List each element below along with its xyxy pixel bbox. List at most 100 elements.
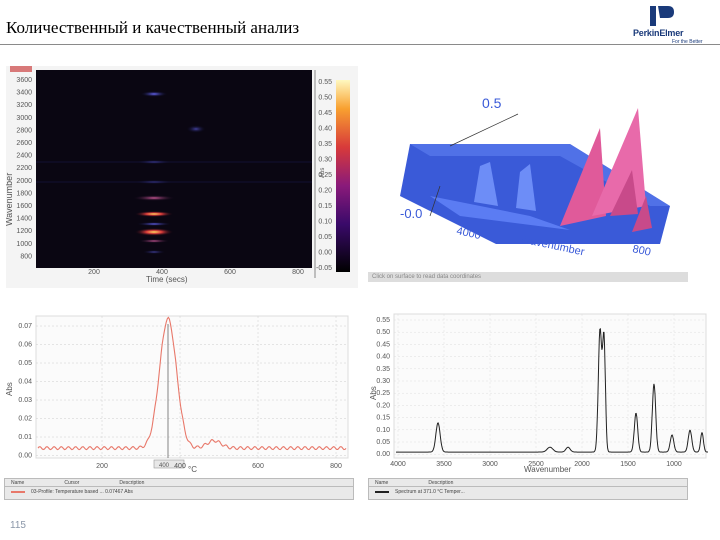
page-number: 115 [10, 520, 26, 531]
profile-y-tick: 0.00 [18, 453, 32, 460]
heatmap-y-tick: 2000 [16, 178, 32, 185]
spectrum-legend-row[interactable]: Spectrum at 371.0 °C Temper... [369, 487, 687, 497]
surface-axis-left: 4000 [455, 225, 481, 242]
colorbar-tick: 0.05 [318, 234, 332, 241]
heatmap-y-tick: 1800 [16, 190, 32, 197]
profile-plot-area[interactable] [35, 315, 349, 459]
spectrum-x-tick: 3500 [436, 461, 452, 468]
profile-y-tick: 0.07 [18, 323, 32, 330]
spectrum-y-tick: 0.10 [376, 427, 390, 434]
legend-header-cursor: Cursor [64, 479, 80, 486]
profile-y-tick: 0.04 [18, 379, 32, 386]
spectrum-x-tick: 1000 [666, 461, 682, 468]
colorbar-tick: 0.20 [318, 188, 332, 195]
heatmap-y-tick: 3200 [16, 102, 32, 109]
heatmap-y-tick: 3000 [16, 115, 32, 122]
spectrum-y-tick: 0.15 [376, 415, 390, 422]
heatmap-y-tick: 3400 [16, 90, 32, 97]
spectrum-curve [396, 328, 708, 453]
colorbar-tick: 0.35 [318, 141, 332, 148]
logo-tagline: For the Better [672, 39, 703, 45]
profile-panel: 400 Abs °C 0.07 0.06 0.05 0.04 0.03 0.02 0.01 0… [4, 310, 354, 474]
spectrum-x-tick: 1500 [620, 461, 636, 468]
colorbar-tick: 0.45 [318, 110, 332, 117]
heatmap-y-tick: 2200 [16, 165, 32, 172]
heatmap-y-tick: 2600 [16, 140, 32, 147]
slide-title: Количественный и качественный анализ [6, 18, 300, 37]
profile-xlabel: °C [188, 465, 197, 474]
colorbar-tick: 0.00 [318, 250, 332, 257]
profile-x-tick: 400 [174, 463, 186, 470]
profile-y-tick: 0.02 [18, 416, 32, 423]
legend-row-text: 03-Profile: Temperature based ... 0.0746… [31, 489, 133, 495]
colorbar-tick: 0.55 [318, 79, 332, 86]
profile-y-tick: 0.01 [18, 434, 32, 441]
heatmap-x-tick: 800 [292, 269, 304, 276]
spectrum-legend-header-description: Description [428, 479, 454, 486]
heatmap-x-ticks: 200 400 600 800 [88, 269, 304, 276]
spectrum-x-tick: 3000 [482, 461, 498, 468]
colorbar-tick: 0.40 [318, 126, 332, 133]
surface-axis-right: 800 [631, 243, 651, 259]
slide-header: Количественный и качественный анализ Per… [0, 0, 720, 52]
surface-peak-1 [560, 128, 606, 226]
colorbar-ticks: 0.55 0.50 0.45 0.40 0.35 0.30 0.25 0.20 0.15 0.10… [316, 79, 332, 272]
spectrum-legend-swatch [375, 491, 389, 493]
colorbar-tick: 0.50 [318, 95, 332, 102]
profile-x-tick: 200 [96, 463, 108, 470]
colorbar-tick: 0.25 [318, 172, 332, 179]
spectrum-svg[interactable]: Abs Wavenumber 0.550.500.450.400.350.300… [368, 310, 712, 474]
spectrum-legend-header-name: Name [375, 479, 389, 486]
profile-curve [37, 316, 347, 451]
spectrum-y-tick: 0.55 [376, 317, 390, 324]
legend-swatch [11, 491, 25, 493]
surface-svg[interactable]: 0.5 -0.0 4000 Wavenumber 800 [370, 66, 700, 272]
heatmap-y-tick: 3600 [16, 77, 32, 84]
profile-x-tick: 600 [252, 463, 264, 470]
header-divider [0, 44, 720, 45]
heatmap-y-tick: 1600 [16, 203, 32, 210]
spectrum-x-tick: 4000 [390, 461, 406, 468]
cursor-box[interactable] [153, 459, 185, 469]
heatmap-y-label: Wavenumber [6, 173, 14, 226]
heatmap-y-tick: 1400 [16, 216, 32, 223]
profile-svg[interactable]: 400 Abs °C 0.070.060.050.040.030.020.010… [4, 310, 354, 474]
spectrum-y-tick: 0.35 [376, 366, 390, 373]
spectrum-y-ticks: 0.55 0.50 0.45 0.40 0.35 0.30 0.25 0.20 0.15 0.10… [376, 317, 390, 458]
spectrum-y-tick: 0.00 [376, 451, 390, 458]
perkinelmer-logo-icon [650, 6, 674, 26]
spectrum-y-tick: 0.40 [376, 354, 390, 361]
heatmap-plot-area[interactable] [36, 70, 312, 268]
heatmap-x-label: Time (secs) [146, 275, 188, 284]
cursor-value: 400 [159, 463, 170, 469]
heatmap-panel: Wavenumber Time (secs) 200 400 600 800 3600… [4, 66, 358, 288]
surface-z-top: 0.5 [482, 95, 502, 111]
colorbar-tick: 0.10 [318, 219, 332, 226]
heatmap-y-tick: 2400 [16, 153, 32, 160]
spectrum-xlabel: Wavenumber [524, 465, 572, 474]
heatmap-y-tick: 1000 [16, 241, 32, 248]
spectrum-y-tick: 0.05 [376, 439, 390, 446]
surface-panel: 0.5 -0.0 4000 Wavenumber 800 [370, 66, 700, 272]
logo-brand: PerkinElmer [633, 28, 684, 38]
spectrum-x-tick: 2000 [574, 461, 590, 468]
heatmap-y-tick: 2800 [16, 127, 32, 134]
colorbar-tick: -0.05 [316, 265, 332, 272]
spectrum-x-ticks: 4000 3500 3000 2500 2000 1500 1000 [390, 461, 682, 468]
spectrum-y-tick: 0.25 [376, 390, 390, 397]
profile-y-ticks: 0.07 0.06 0.05 0.04 0.03 0.02 0.01 0.00 [18, 323, 32, 460]
spectrum-y-tick: 0.50 [376, 329, 390, 336]
legend-header-description: Description [119, 479, 145, 486]
surface-z-bottom: -0.0 [400, 206, 422, 221]
heatmap-svg: Wavenumber Time (secs) 200 400 600 800 3600… [4, 66, 358, 288]
colorbar-tick: 0.15 [318, 203, 332, 210]
profile-y-tick: 0.03 [18, 397, 32, 404]
spectrum-ylabel: Abs [369, 386, 378, 400]
spectrum-x-tick: 2500 [528, 461, 544, 468]
legend-row[interactable]: 03-Profile: Temperature based ... 0.0746… [5, 487, 353, 497]
colorbar-label: Abs [320, 168, 326, 178]
profile-y-tick: 0.05 [18, 360, 32, 367]
heatmap-y-tick: 800 [20, 253, 32, 260]
legend-header-name: Name [11, 479, 25, 486]
heatmap-x-tick: 400 [156, 269, 168, 276]
